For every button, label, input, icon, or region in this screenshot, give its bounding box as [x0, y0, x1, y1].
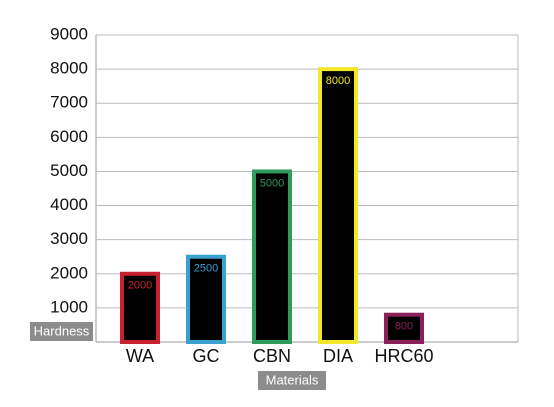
value-label: 5000: [260, 177, 284, 189]
bar: [384, 312, 424, 345]
y-tick-label: 9000: [50, 24, 88, 43]
x-tick-label: GC: [193, 346, 220, 366]
y-tick-label: 2000: [50, 263, 88, 282]
bar: [120, 271, 160, 344]
x-tick-label: HRC60: [374, 346, 433, 366]
x-tick-label: WA: [126, 346, 154, 366]
y-tick-label: 8000: [50, 59, 88, 78]
x-axis-title: Materials: [266, 372, 319, 387]
value-label: 2000: [128, 280, 152, 292]
y-axis-title: Hardness: [34, 323, 90, 338]
value-label: 2500: [194, 263, 218, 275]
bar: [186, 254, 226, 345]
x-tick-label: CBN: [253, 346, 291, 366]
x-tick-label: DIA: [323, 346, 353, 366]
x-title-box: [258, 371, 326, 390]
y-tick-label: 3000: [50, 229, 88, 248]
y-title-box: [30, 322, 93, 341]
y-tick-label: 6000: [50, 127, 88, 146]
y-tick-label: 1000: [50, 297, 88, 316]
y-tick-label: 4000: [50, 195, 88, 214]
value-label: 800: [395, 321, 413, 333]
y-tick-label: 7000: [50, 93, 88, 112]
value-label: 8000: [326, 75, 350, 87]
bar: [252, 169, 292, 344]
y-tick-label: 5000: [50, 161, 88, 180]
bar: [318, 67, 358, 344]
